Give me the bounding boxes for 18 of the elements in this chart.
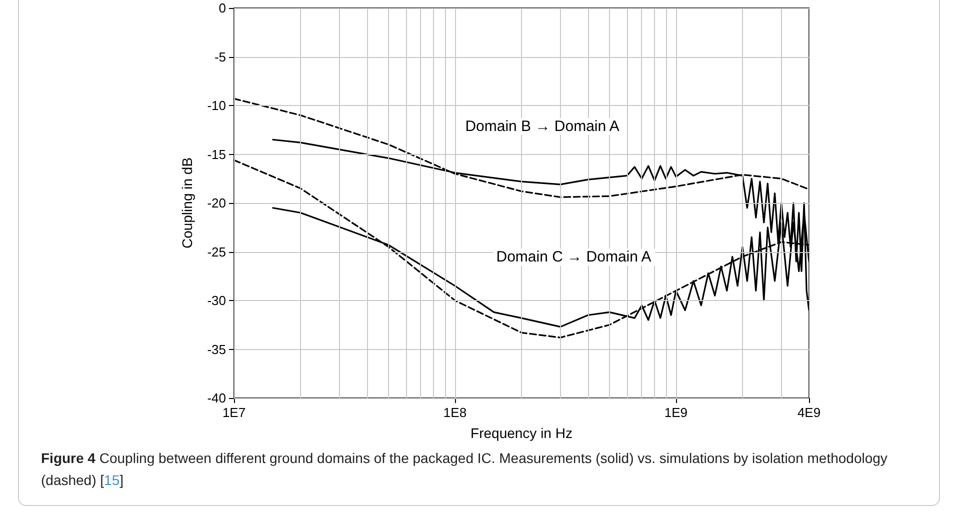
x-tick-label: 1E8 <box>443 405 467 420</box>
y-tick-label: -5 <box>214 49 226 64</box>
y-tick-label: 0 <box>218 0 226 16</box>
y-tick-label: -15 <box>207 146 226 162</box>
x-tick-label: 4E9 <box>797 405 821 420</box>
y-tick-label: -25 <box>207 244 226 260</box>
x-tick-label: 1E7 <box>222 405 246 420</box>
y-tick-label: -40 <box>207 390 226 406</box>
y-tick-label: -20 <box>207 196 226 210</box>
caption: Figure 4 Coupling between different ground domains of the packaged IC. Measurements (solid) vs. simulations by isolation methodology (dashed) [15] <box>41 449 888 490</box>
x-tick-label: 1E9 <box>664 405 688 420</box>
y-tick-label: -35 <box>207 342 226 357</box>
x-axis-title: Frequency in Hz <box>470 425 572 441</box>
y-axis-title: Coupling in dB <box>179 157 195 249</box>
y-tick-label: -10 <box>207 98 226 113</box>
y-tick-label: -30 <box>207 293 226 308</box>
annotation: Domain B → Domain A <box>465 118 620 135</box>
annotation: Domain C → Domain A <box>496 248 652 266</box>
